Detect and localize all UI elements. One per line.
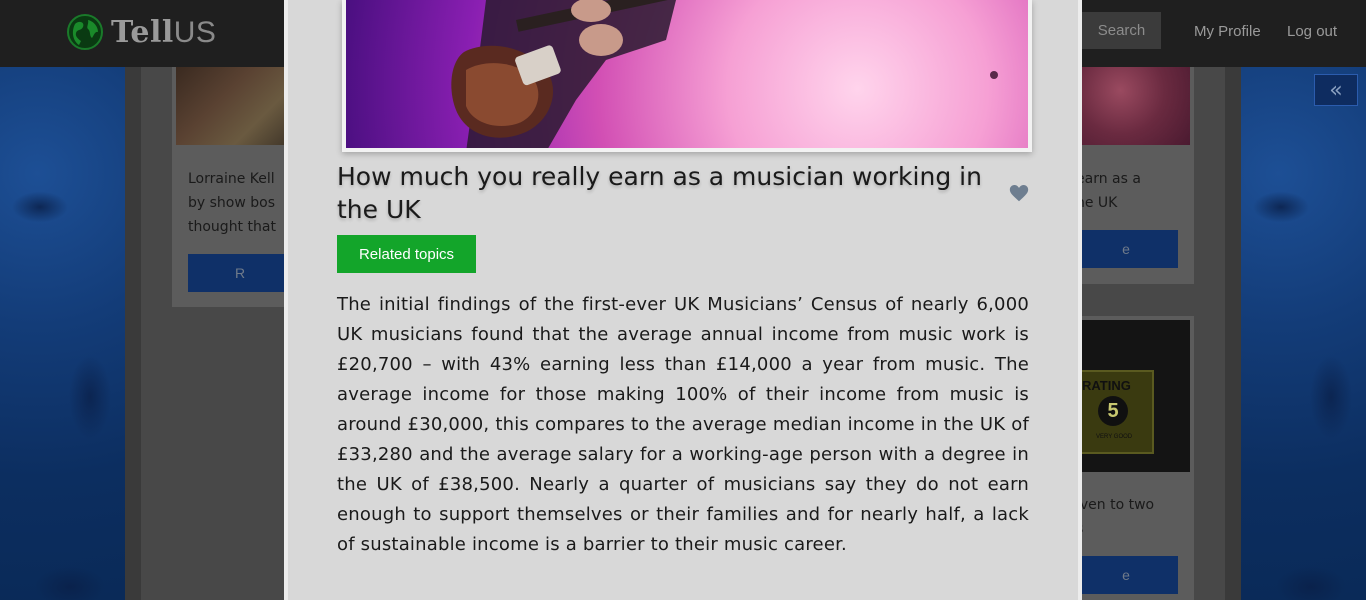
card-summary: earn as a ne UK bbox=[1076, 171, 1141, 211]
double-chevron-left-icon: « bbox=[1329, 77, 1343, 103]
card-summary: Lorraine Kell by show bos thought that bbox=[188, 171, 276, 235]
rating-caption: VERY GOOD bbox=[1096, 434, 1133, 440]
rating-label: RATING bbox=[1082, 378, 1131, 393]
background-map-right bbox=[1241, 67, 1366, 600]
collapse-sidebar-button[interactable]: « bbox=[1314, 74, 1358, 106]
card-image bbox=[1074, 67, 1190, 145]
article-card[interactable]: RATING 5 VERY GOOD iven to two s e bbox=[1074, 316, 1194, 600]
logout-link[interactable]: Log out bbox=[1287, 23, 1338, 40]
logo-wordmark: TellUS bbox=[111, 14, 217, 50]
related-topics-button[interactable]: Related topics bbox=[337, 235, 476, 273]
guitarist-photo bbox=[451, 0, 998, 148]
article-modal: How much you really earn as a musician w… bbox=[284, 0, 1082, 600]
background-map-left bbox=[0, 67, 125, 600]
article-body: The initial findings of the first-ever U… bbox=[337, 294, 1029, 555]
rating-number: 5 bbox=[1098, 396, 1128, 426]
card-read-button[interactable]: e bbox=[1074, 230, 1178, 268]
heart-icon[interactable] bbox=[1008, 182, 1030, 204]
article-photo bbox=[342, 0, 1032, 152]
article-card[interactable]: earn as a ne UK e bbox=[1074, 67, 1194, 284]
rating-sign-image: RATING 5 VERY GOOD bbox=[1074, 320, 1190, 472]
card-read-button[interactable]: e bbox=[1074, 556, 1178, 594]
app-logo[interactable]: TellUS bbox=[67, 14, 216, 50]
search-button[interactable]: Search bbox=[1082, 12, 1161, 49]
article-card[interactable]: Lorraine Kell by show bos thought that R bbox=[172, 67, 292, 307]
article-title: How much you really earn as a musician w… bbox=[337, 162, 982, 224]
card-image bbox=[176, 67, 292, 145]
card-read-button[interactable]: R bbox=[188, 254, 292, 292]
my-profile-link[interactable]: My Profile bbox=[1194, 23, 1261, 40]
card-summary: iven to two s bbox=[1076, 497, 1155, 537]
globe-icon bbox=[67, 14, 103, 50]
